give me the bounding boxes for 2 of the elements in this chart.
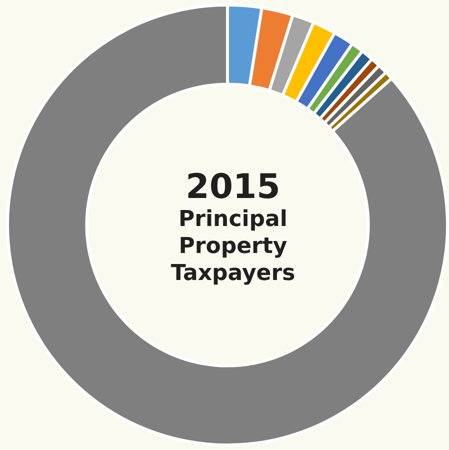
text: 2015	[184, 167, 282, 207]
text: Principal Property Taxpayers	[170, 206, 296, 287]
